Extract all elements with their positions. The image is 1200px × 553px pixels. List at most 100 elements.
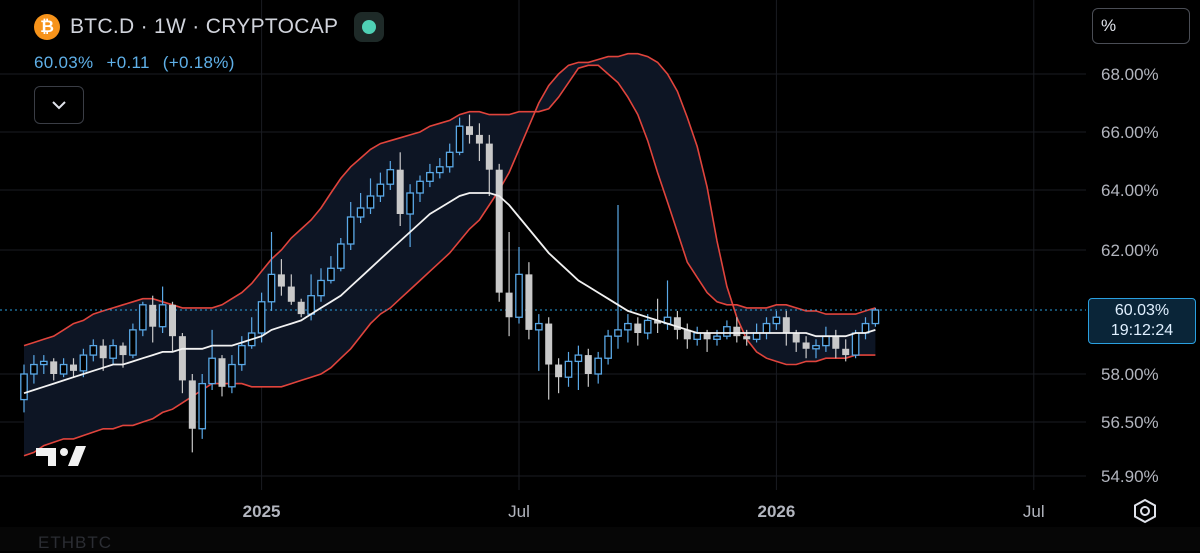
candle-body-down	[792, 333, 800, 343]
candle-body-down	[832, 336, 840, 349]
y-tick-label: 62.00%	[1101, 241, 1159, 260]
quote-line: 60.03% +0.11 (+0.18%)	[34, 53, 243, 73]
candle-body-down	[50, 361, 58, 374]
candle	[287, 274, 295, 305]
candle	[396, 152, 404, 226]
candle	[39, 355, 48, 374]
candle	[515, 247, 523, 324]
candle-body-down	[99, 345, 107, 359]
candle	[178, 333, 186, 394]
candle	[89, 339, 98, 362]
candle	[99, 339, 107, 371]
candle-body-down	[396, 169, 404, 214]
candle-body-up	[228, 363, 236, 388]
candle-body-down	[70, 364, 77, 371]
candle	[842, 339, 850, 362]
candle-body-up	[327, 267, 335, 282]
candle-body-down	[782, 317, 790, 334]
candle	[643, 314, 652, 340]
candle-body-down	[505, 292, 513, 318]
market-status-icon[interactable]	[354, 12, 385, 42]
candle-body-down	[466, 126, 473, 135]
candle	[673, 310, 681, 340]
candle	[277, 259, 285, 296]
candle-body-up	[356, 207, 365, 218]
tradingview-logo	[36, 446, 86, 466]
candle-body-up	[138, 304, 147, 331]
y-tick-label: 56.50%	[1101, 413, 1159, 432]
candle-body-up	[20, 373, 28, 401]
candle	[545, 317, 553, 400]
y-tick-label: 64.00%	[1101, 181, 1159, 200]
candle	[455, 117, 464, 156]
candle	[594, 351, 603, 384]
candle-body-down	[188, 380, 196, 429]
price-change: +0.11	[106, 53, 150, 72]
price-change-percent: (+0.18%)	[162, 53, 235, 72]
candle-body-down	[634, 323, 642, 334]
candle-body-up	[772, 316, 781, 325]
candle-body-down	[673, 317, 681, 330]
candle-body-up	[406, 192, 414, 215]
candle-body-down	[842, 348, 850, 356]
candle-body-up	[643, 319, 652, 334]
candle	[336, 238, 345, 272]
candle-body-up	[336, 243, 345, 269]
candle-body-up	[109, 344, 117, 359]
candle	[426, 163, 434, 188]
x-axis: 2025 Jul 2026 Jul	[243, 502, 1045, 521]
collapse-button[interactable]	[34, 86, 84, 124]
candle	[495, 163, 503, 302]
candle-body-up	[158, 304, 167, 328]
candle-body-up	[416, 180, 424, 194]
candle-body-up	[693, 332, 702, 340]
last-price: 60.03%	[34, 53, 94, 72]
settings-hexagon-icon[interactable]	[1132, 498, 1158, 524]
candle	[228, 355, 236, 394]
candle	[555, 358, 563, 394]
candle	[406, 184, 414, 247]
candle	[574, 345, 583, 390]
candle-body-down	[733, 326, 741, 337]
bar-countdown: 19:12:24	[1110, 322, 1174, 339]
candle	[70, 358, 77, 378]
symbol-title: BTC.D · 1W · CRYPTOCAP	[70, 15, 339, 38]
candle-body-down	[683, 329, 691, 340]
candle	[129, 323, 137, 359]
candle	[772, 310, 781, 330]
candle-body-up	[426, 171, 434, 182]
candle	[485, 134, 493, 196]
y-axis: 68.00% 66.00% 64.00% 62.00% 58.00% 56.50% 54.9…	[1101, 65, 1159, 486]
candle-body-up	[317, 279, 325, 297]
candle-body-down	[495, 169, 503, 293]
bollinger-lower-band	[23, 52, 876, 457]
candle-body-down	[654, 320, 662, 324]
percent-scale-button[interactable]: %	[1092, 8, 1190, 44]
candle	[158, 286, 167, 334]
candle-body-up	[455, 125, 464, 153]
candle	[50, 358, 58, 381]
candle-body-up	[376, 183, 385, 197]
candle	[376, 172, 385, 202]
candle-body-up	[198, 382, 207, 430]
candle	[466, 114, 473, 144]
candle	[505, 232, 513, 337]
candle-body-down	[218, 358, 226, 387]
candle	[525, 262, 533, 340]
candle-body-down	[555, 364, 563, 378]
candle-body-up	[614, 329, 622, 337]
bitcoin-icon: ₿	[34, 14, 60, 40]
candle	[149, 295, 157, 343]
candle	[30, 355, 38, 384]
candle	[208, 329, 216, 390]
candle	[327, 256, 335, 284]
candle	[119, 342, 127, 368]
candle-body-down	[119, 345, 127, 356]
candle	[604, 329, 612, 365]
candle-body-up	[208, 357, 216, 385]
candle	[832, 329, 840, 359]
symbol-header[interactable]: ₿ BTC.D · 1W · CRYPTOCAP	[34, 12, 385, 42]
candle-body-up	[713, 335, 721, 340]
candle	[624, 314, 632, 343]
